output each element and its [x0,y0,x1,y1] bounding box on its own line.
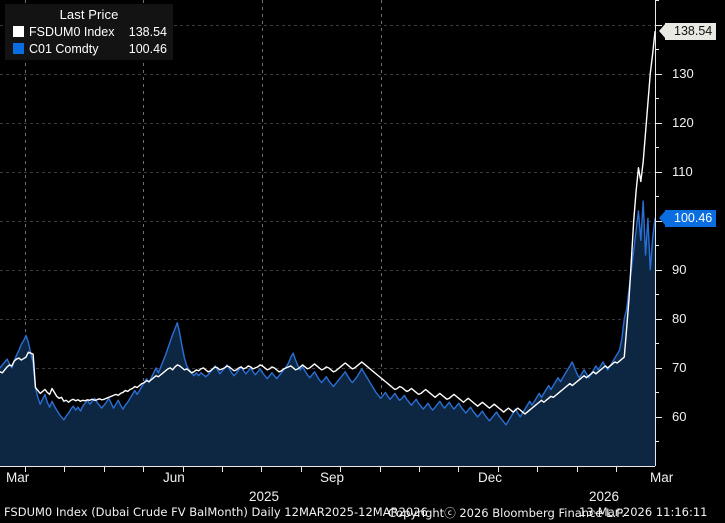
y-tick-label-80: 80 [672,310,687,326]
fsdum0-index-line [0,30,655,415]
c01-comdty-line [0,200,655,426]
price-tag-value-c01: 100.46 [674,210,713,225]
x-tick-mar-2026: Mar [650,470,674,485]
x-axis-ticks [24,466,618,472]
legend-value-c01: 100.46 [128,41,167,56]
status-timestamp: 13-Mar-2026 11:16:11 [579,505,708,519]
legend: Last Price FSDUM0 Index 138.54 C01 Comdt… [5,4,173,60]
legend-label-c01: C01 Comdty [29,41,99,56]
price-tag-arrow-blue [659,209,666,226]
legend-value-fsdum0: 138.54 [128,24,167,39]
legend-title: Last Price [59,7,119,22]
legend-label-fsdum0: FSDUM0 Index [29,24,115,39]
legend-swatch-white [13,26,24,37]
legend-swatch-blue [13,43,24,54]
status-copyright: Copyrightⓒ 2026 Bloomberg Finance L.P. [388,506,625,520]
x-tick-jun-2025: Jun [163,470,185,485]
x-tick-sep-2025: Sep [320,470,345,485]
x-tick-dec-2025: Dec [478,470,503,485]
price-tag-c01: 100.46 [659,209,717,227]
year-label-2026: 2026 [589,489,620,504]
vertical-gridlines [25,0,382,466]
price-tag-arrow-white [659,23,666,40]
legend-item-fsdum0[interactable]: FSDUM0 Index 138.54 [5,23,173,40]
status-security-description: FSDUM0 Index (Dubai Crude FV BalMonth) D… [4,505,428,519]
y-tick-label-120: 120 [672,114,694,130]
price-tag-fsdum0: 138.54 [659,23,717,41]
price-tag-value-fsdum0: 138.54 [674,24,713,39]
legend-item-c01[interactable]: C01 Comdty 100.46 [5,40,173,57]
y-tick-label-60: 60 [672,408,687,424]
year-label-2025: 2025 [249,489,280,504]
c01-area-fill [0,201,655,466]
y-tick-label-130: 130 [672,65,694,81]
y-tick-label-90: 90 [672,261,687,277]
y-tick-label-70: 70 [672,359,687,375]
status-bar: FSDUM0 Index (Dubai Crude FV BalMonth) D… [0,505,725,521]
x-tick-mar-2025: Mar [6,470,30,485]
y-tick-label-110: 110 [672,163,693,179]
